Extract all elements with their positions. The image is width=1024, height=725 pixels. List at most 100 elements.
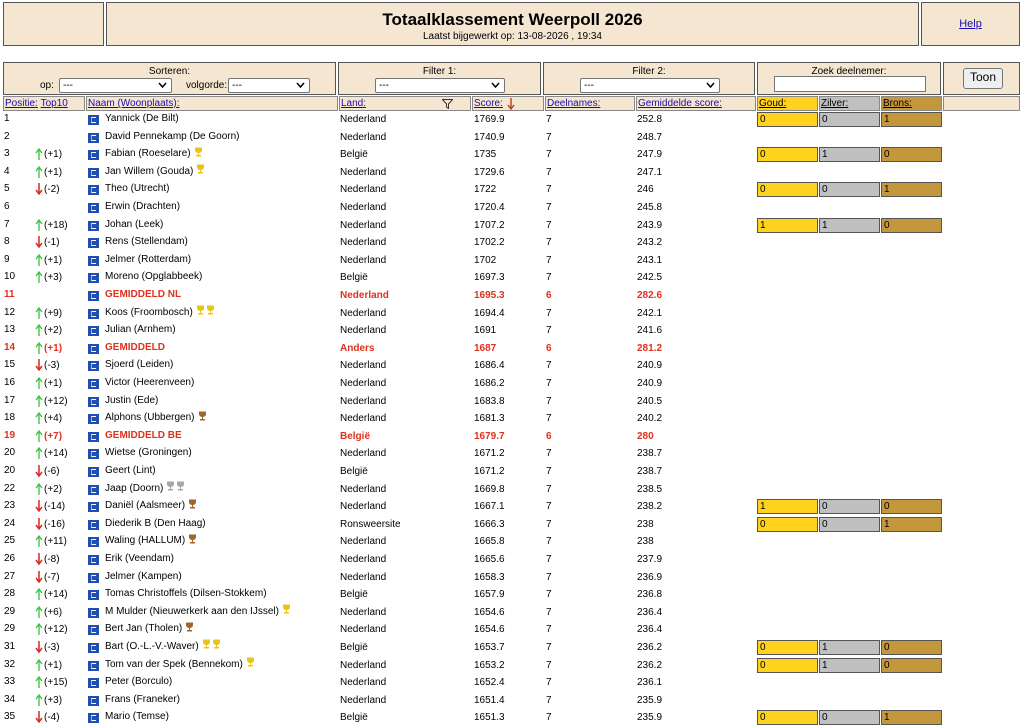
change: (+1): [44, 378, 63, 389]
col-gold: Goud:: [757, 96, 818, 111]
col-extra: [943, 96, 1020, 111]
avg-score: 240.9: [637, 360, 663, 372]
op-select[interactable]: ---: [59, 78, 172, 93]
avg-score: 252.8: [637, 114, 663, 125]
participant-name: Rens (Stellendam): [105, 236, 188, 248]
change: (+12): [44, 395, 68, 407]
land: Anders: [340, 342, 375, 354]
arrow-up: [35, 535, 43, 548]
trophy: [212, 639, 220, 649]
score: 1691: [474, 325, 497, 337]
name-link[interactable]: Naam (Woonplaats):: [88, 98, 180, 109]
participant-name: Jan Willem (Gouda): [105, 164, 205, 178]
search-input[interactable]: [774, 76, 926, 92]
entries: 7: [546, 606, 552, 618]
position: 12: [4, 306, 16, 318]
bronze-link[interactable]: Brons:: [883, 98, 912, 109]
flag-icon: [88, 185, 99, 196]
arrow-down: [35, 359, 43, 372]
col-entries: Deelnames:: [545, 96, 635, 111]
flag-icon: [88, 150, 99, 161]
participant-name: Koos (Froombosch): [105, 305, 215, 319]
avg-score: 236.1: [637, 677, 663, 689]
arrow-up: [35, 429, 43, 442]
change: (+3): [44, 694, 63, 706]
score-link[interactable]: Score:: [474, 98, 503, 109]
land: Nederland: [340, 659, 387, 671]
top10-link[interactable]: Top10: [40, 98, 68, 109]
position: 15: [4, 359, 16, 371]
avg-score: 240.9: [637, 378, 663, 389]
participant-name: Theo (Utrecht): [105, 183, 170, 195]
participant-name: Wietse (Groningen): [105, 447, 192, 459]
land-link[interactable]: Land:: [341, 98, 367, 109]
change: (+1): [44, 149, 63, 161]
position: 5: [4, 183, 10, 195]
entries: 6: [546, 342, 552, 354]
arrow-up: [35, 253, 43, 266]
silver-count: 0: [819, 516, 880, 532]
avg-score: 235.9: [637, 694, 663, 706]
col-silver: Zilver:: [819, 96, 880, 111]
filter1-select[interactable]: ---: [375, 78, 505, 93]
gold-count: 0: [757, 640, 818, 655]
arrow-up: [35, 676, 43, 689]
participant-name: Erwin (Drachten): [105, 201, 181, 212]
change: (+1): [44, 659, 63, 671]
position: 10: [4, 271, 16, 283]
gold-count: 0: [757, 112, 818, 127]
participant-name: GEMIDDELD BE: [105, 429, 182, 441]
trophy: [196, 305, 204, 315]
land: Nederland: [340, 307, 387, 319]
position: 6: [4, 201, 10, 212]
participant-name: Erik (Veendam): [105, 553, 174, 564]
button-box: Toon: [943, 62, 1020, 95]
bronze-count: 1: [881, 112, 942, 127]
gold-link[interactable]: Goud:: [759, 98, 787, 109]
arrow-up: [35, 658, 43, 671]
flag-icon: [88, 519, 99, 530]
col-score: Score:: [472, 96, 544, 111]
position-link[interactable]: Positie:: [5, 98, 38, 109]
toon-button[interactable]: Toon: [963, 68, 1003, 89]
avg-score: 238.7: [637, 448, 663, 460]
participant-name: Peter (Borculo): [105, 676, 173, 688]
entries: 6: [546, 290, 552, 301]
avg-score: 243.9: [637, 219, 663, 231]
help-link[interactable]: Help: [959, 18, 982, 30]
gold-count: 1: [757, 217, 818, 233]
flag-icon: [88, 273, 99, 284]
participant-name: Victor (Heerenveen): [105, 377, 195, 388]
change: (+15): [44, 677, 68, 689]
avg-link[interactable]: Gemiddelde score:: [638, 98, 722, 109]
filter-icon[interactable]: [442, 99, 453, 109]
avg-score: 238.7: [637, 466, 663, 477]
score: 1651.3: [474, 712, 505, 724]
gold-count: 0: [757, 516, 818, 532]
avg-score: 247.1: [637, 166, 663, 178]
silver-link[interactable]: Zilver:: [821, 98, 849, 109]
land: Nederland: [340, 184, 387, 196]
entries: 7: [546, 307, 552, 319]
score: 1665.8: [474, 536, 505, 548]
land: Nederland: [340, 694, 387, 706]
score: 1735: [474, 149, 497, 161]
filter1-value: ---: [379, 80, 389, 91]
order-select[interactable]: ---: [228, 78, 310, 93]
help-box: Help: [921, 2, 1020, 46]
entries: 7: [546, 131, 552, 143]
search-box: Zoek deelnemer:: [757, 62, 941, 95]
position: 31: [4, 641, 16, 652]
filter2-select[interactable]: ---: [580, 78, 720, 93]
change: (+7): [44, 430, 63, 442]
silver-count: 1: [819, 147, 880, 163]
col-position: Positie: Top10: [3, 96, 85, 111]
flag-icon: [88, 132, 99, 143]
participant-name: M Mulder (Nieuwerkerk aan den IJssel): [105, 604, 291, 618]
flag-icon: [88, 343, 99, 354]
entries-link[interactable]: Deelnames:: [547, 98, 601, 109]
position: 1: [4, 113, 10, 124]
flag-icon: [88, 414, 99, 425]
change: (+4): [44, 413, 63, 425]
arrow-up: [35, 271, 43, 284]
